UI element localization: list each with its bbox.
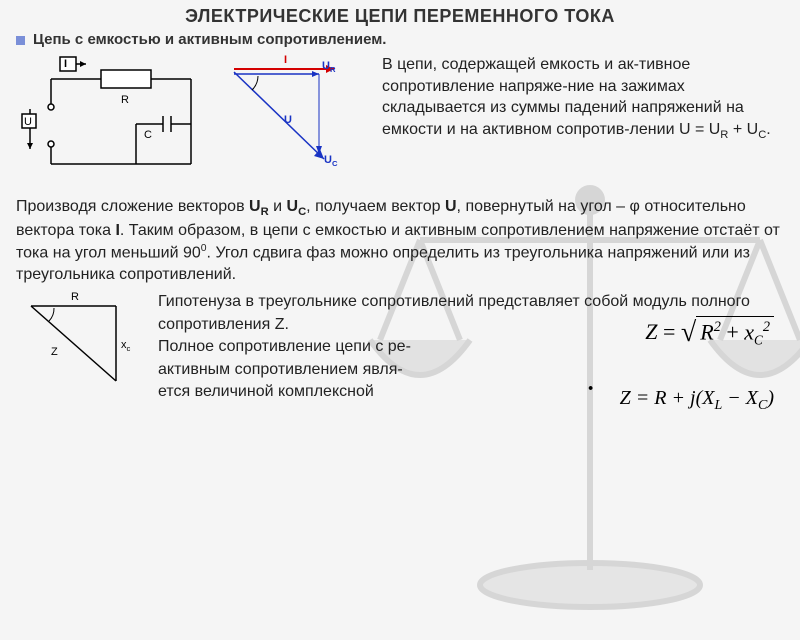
triangle-label-xc: xc — [121, 339, 130, 353]
impedance-text: Гипотенуза в треугольнике сопротивлений … — [158, 291, 784, 403]
circuit-label-C: C — [144, 129, 152, 141]
bullet-icon — [16, 36, 25, 45]
vector-label-I: I — [284, 54, 287, 66]
formula-z-complex: · Z = R + j(XL − XC) — [607, 381, 774, 416]
vector-diagram: I UR U UC — [224, 54, 374, 194]
z-line4: ется величиной комплексной — [158, 383, 374, 400]
triangle-label-Z: Z — [51, 346, 58, 358]
z-line2: Полное сопротивление цепи с ре- — [158, 338, 411, 355]
subtitle-row: Цепь с емкостью и активным сопротивление… — [16, 31, 784, 48]
side-paragraph: В цепи, содержащей емкость и ак-тивное с… — [382, 54, 784, 194]
impedance-triangle: R Z xc — [16, 291, 146, 401]
z-line3: активным сопротивлением явля- — [158, 361, 403, 378]
row-triangle-impedance: R Z xc Гипотенуза в треугольнике сопроти… — [16, 291, 784, 403]
subtitle: Цепь с емкостью и активным сопротивление… — [33, 31, 386, 48]
circuit-label-R: R — [121, 94, 129, 106]
slide-content: ЭЛЕКТРИЧЕСКИЕ ЦЕПИ ПЕРЕМЕННОГО ТОКА Цепь… — [0, 0, 800, 409]
vector-label-U: U — [284, 114, 292, 126]
vector-label-UR: UR — [322, 60, 336, 74]
triangle-label-R: R — [71, 291, 79, 303]
row-circuit-vector-text: I R C U I UR — [16, 54, 784, 194]
vector-label-UC: UC — [324, 154, 338, 168]
page-title: ЭЛЕКТРИЧЕСКИЕ ЦЕПИ ПЕРЕМЕННОГО ТОКА — [16, 6, 784, 27]
circuit-label-U: U — [24, 116, 32, 128]
formula-z-magnitude: Z = √R2 + xC2 — [645, 311, 774, 350]
circuit-label-I: I — [64, 58, 67, 70]
circuit-diagram: I R C U — [16, 54, 216, 194]
main-paragraph: Производя сложение векторов UR и UC, пол… — [16, 196, 784, 285]
